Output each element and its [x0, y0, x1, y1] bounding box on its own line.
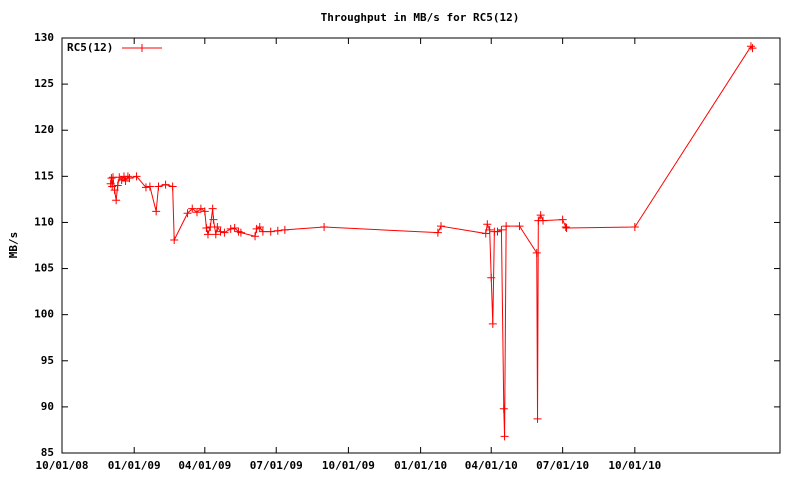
y-tick-label: 130 [34, 31, 54, 44]
data-point [500, 432, 509, 441]
data-point [320, 223, 329, 232]
y-tick-label: 125 [34, 77, 54, 90]
data-point [125, 174, 134, 183]
data-point [251, 232, 260, 241]
data-point [188, 204, 197, 213]
data-point [216, 227, 225, 236]
data-point [485, 225, 494, 234]
data-point [258, 227, 267, 236]
data-point [255, 223, 264, 232]
data-point [748, 44, 757, 53]
x-tick-label: 07/01/10 [536, 459, 589, 472]
data-point [154, 182, 163, 191]
data-point [630, 223, 639, 232]
data-point [561, 223, 570, 232]
data-point [110, 186, 119, 195]
data-point [132, 172, 141, 181]
data-point [200, 207, 209, 216]
data-point [515, 222, 524, 231]
data-point [236, 228, 245, 237]
data-point [499, 404, 508, 413]
data-point [536, 211, 545, 220]
data-point [141, 183, 150, 192]
data-point [170, 235, 179, 244]
data-point [433, 228, 442, 237]
x-tick-label: 10/01/08 [36, 459, 89, 472]
data-point [220, 228, 229, 237]
data-point [203, 230, 212, 239]
data-point [168, 182, 177, 191]
data-point [226, 224, 235, 233]
data-point [493, 227, 502, 236]
data-point [202, 223, 211, 232]
data-point [152, 207, 161, 216]
data-point [266, 227, 275, 236]
data-point [161, 180, 170, 189]
data-point [183, 209, 192, 218]
data-point [488, 319, 497, 328]
data-point [746, 42, 755, 51]
data-point [123, 172, 132, 181]
data-point [208, 204, 217, 213]
data-point [145, 182, 154, 191]
data-point [533, 414, 542, 423]
data-point [280, 225, 289, 234]
legend-marker [138, 44, 146, 52]
chart-title: Throughput in MB/s for RC5(12) [321, 11, 520, 24]
y-tick-label: 95 [41, 354, 54, 367]
data-point [539, 216, 548, 225]
data-point [487, 273, 496, 282]
data-point [107, 174, 116, 183]
plot-frame [61, 37, 781, 454]
x-tick-label: 10/01/10 [608, 459, 661, 472]
x-tick-label: 04/01/09 [178, 459, 231, 472]
y-axis-label: MB/s [7, 232, 20, 259]
y-tick-label: 100 [34, 308, 54, 321]
data-point [209, 215, 218, 224]
data-point [532, 248, 541, 257]
data-point [483, 220, 492, 229]
series-line [110, 45, 753, 437]
data-point [211, 230, 220, 239]
y-tick-label: 85 [41, 446, 54, 459]
data-point [206, 223, 215, 232]
y-tick-label: 120 [34, 123, 54, 136]
data-point [112, 196, 121, 205]
y-tick-label: 110 [34, 215, 54, 228]
x-tick-label: 10/01/09 [322, 459, 375, 472]
data-point [497, 225, 506, 234]
data-point [558, 215, 567, 224]
x-tick-label: 04/01/10 [465, 459, 518, 472]
x-tick-label: 07/01/09 [250, 459, 303, 472]
data-point [273, 226, 282, 235]
data-point [230, 223, 239, 232]
data-point [502, 222, 511, 231]
legend-label: RC5(12) [67, 41, 113, 54]
data-point [192, 208, 201, 217]
data-point [113, 181, 122, 190]
x-tick-label: 01/01/10 [394, 459, 447, 472]
data-point [562, 223, 571, 232]
y-tick-label: 115 [34, 169, 54, 182]
data-point [481, 229, 490, 238]
data-point [437, 222, 446, 231]
y-tick-label: 105 [34, 262, 54, 275]
y-tick-label: 90 [41, 400, 54, 413]
x-tick-label: 01/01/09 [108, 459, 161, 472]
data-point [213, 223, 222, 232]
